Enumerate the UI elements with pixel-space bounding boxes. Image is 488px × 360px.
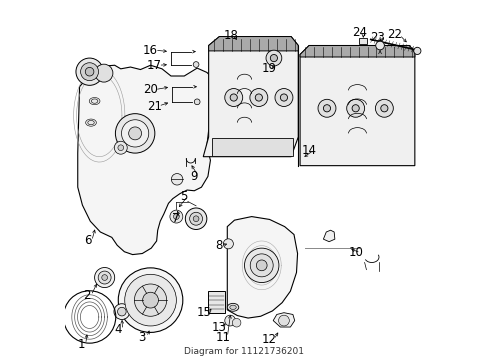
Circle shape bbox=[193, 216, 199, 222]
Text: 5: 5 bbox=[180, 190, 187, 203]
Circle shape bbox=[255, 94, 262, 101]
Circle shape bbox=[256, 260, 266, 271]
Circle shape bbox=[128, 127, 142, 140]
Circle shape bbox=[121, 120, 148, 147]
Circle shape bbox=[98, 271, 111, 284]
Circle shape bbox=[117, 307, 126, 316]
Polygon shape bbox=[323, 230, 334, 242]
Text: 24: 24 bbox=[351, 27, 366, 40]
Text: 23: 23 bbox=[369, 31, 384, 44]
Circle shape bbox=[224, 89, 242, 107]
Text: 8: 8 bbox=[215, 239, 222, 252]
Ellipse shape bbox=[227, 303, 238, 311]
Circle shape bbox=[280, 94, 287, 101]
Bar bbox=[207, 291, 224, 314]
Circle shape bbox=[94, 267, 115, 288]
Text: 11: 11 bbox=[215, 330, 230, 343]
Circle shape bbox=[118, 145, 123, 150]
Ellipse shape bbox=[85, 119, 96, 126]
Circle shape bbox=[115, 114, 155, 153]
Circle shape bbox=[134, 284, 166, 316]
Text: 12: 12 bbox=[262, 333, 277, 346]
Text: 9: 9 bbox=[190, 170, 198, 183]
Bar bbox=[212, 138, 292, 156]
Circle shape bbox=[232, 319, 241, 327]
Text: 6: 6 bbox=[83, 234, 91, 247]
Circle shape bbox=[81, 63, 99, 81]
Circle shape bbox=[380, 105, 387, 112]
Circle shape bbox=[265, 50, 281, 66]
Text: 10: 10 bbox=[348, 246, 363, 259]
Circle shape bbox=[114, 141, 127, 154]
Polygon shape bbox=[203, 37, 298, 157]
Circle shape bbox=[250, 254, 273, 277]
Circle shape bbox=[270, 54, 277, 62]
Ellipse shape bbox=[88, 121, 94, 125]
Circle shape bbox=[124, 274, 176, 326]
Circle shape bbox=[244, 248, 278, 283]
Text: 16: 16 bbox=[143, 44, 158, 57]
Text: 4: 4 bbox=[114, 323, 122, 336]
Circle shape bbox=[171, 174, 183, 185]
Bar bbox=[301, 54, 412, 164]
Polygon shape bbox=[227, 217, 297, 318]
Text: 14: 14 bbox=[301, 144, 316, 157]
Circle shape bbox=[118, 268, 183, 332]
Circle shape bbox=[317, 99, 335, 117]
Text: 7: 7 bbox=[172, 212, 179, 225]
Polygon shape bbox=[273, 313, 294, 327]
Circle shape bbox=[169, 210, 183, 223]
Circle shape bbox=[249, 89, 267, 107]
Circle shape bbox=[375, 99, 392, 117]
Text: 2: 2 bbox=[83, 289, 90, 302]
Polygon shape bbox=[300, 45, 414, 57]
Circle shape bbox=[351, 105, 359, 112]
Ellipse shape bbox=[89, 77, 95, 82]
Bar bbox=[359, 38, 366, 44]
Circle shape bbox=[346, 99, 364, 117]
Circle shape bbox=[173, 214, 179, 220]
Text: Diagram for 11121736201: Diagram for 11121736201 bbox=[184, 347, 304, 356]
Circle shape bbox=[76, 58, 103, 85]
Text: 18: 18 bbox=[223, 29, 238, 42]
Circle shape bbox=[193, 62, 199, 67]
Circle shape bbox=[189, 212, 202, 225]
Circle shape bbox=[230, 94, 237, 101]
Text: 13: 13 bbox=[211, 320, 225, 333]
Circle shape bbox=[223, 239, 233, 249]
Circle shape bbox=[375, 41, 384, 50]
Circle shape bbox=[85, 67, 94, 76]
Ellipse shape bbox=[229, 305, 236, 310]
Circle shape bbox=[194, 99, 200, 105]
Polygon shape bbox=[208, 37, 298, 51]
Circle shape bbox=[95, 64, 113, 82]
Ellipse shape bbox=[86, 76, 97, 83]
Circle shape bbox=[323, 105, 330, 112]
Text: 1: 1 bbox=[78, 338, 85, 351]
Circle shape bbox=[114, 304, 129, 319]
Ellipse shape bbox=[89, 98, 100, 105]
Circle shape bbox=[102, 275, 107, 280]
Text: 17: 17 bbox=[146, 59, 162, 72]
Text: 19: 19 bbox=[261, 62, 276, 75]
Circle shape bbox=[185, 208, 206, 229]
Circle shape bbox=[413, 47, 420, 54]
Circle shape bbox=[142, 292, 158, 308]
Text: 3: 3 bbox=[138, 330, 146, 343]
Circle shape bbox=[224, 315, 235, 326]
Bar bbox=[208, 45, 294, 137]
Polygon shape bbox=[78, 65, 219, 255]
Text: 20: 20 bbox=[143, 83, 158, 96]
Bar bbox=[208, 45, 294, 137]
Circle shape bbox=[278, 315, 289, 326]
Circle shape bbox=[274, 89, 292, 107]
Polygon shape bbox=[300, 45, 414, 166]
Bar bbox=[301, 54, 412, 164]
Text: 22: 22 bbox=[387, 28, 402, 41]
Ellipse shape bbox=[91, 99, 98, 103]
Text: 21: 21 bbox=[146, 100, 162, 113]
Text: 15: 15 bbox=[197, 306, 211, 319]
